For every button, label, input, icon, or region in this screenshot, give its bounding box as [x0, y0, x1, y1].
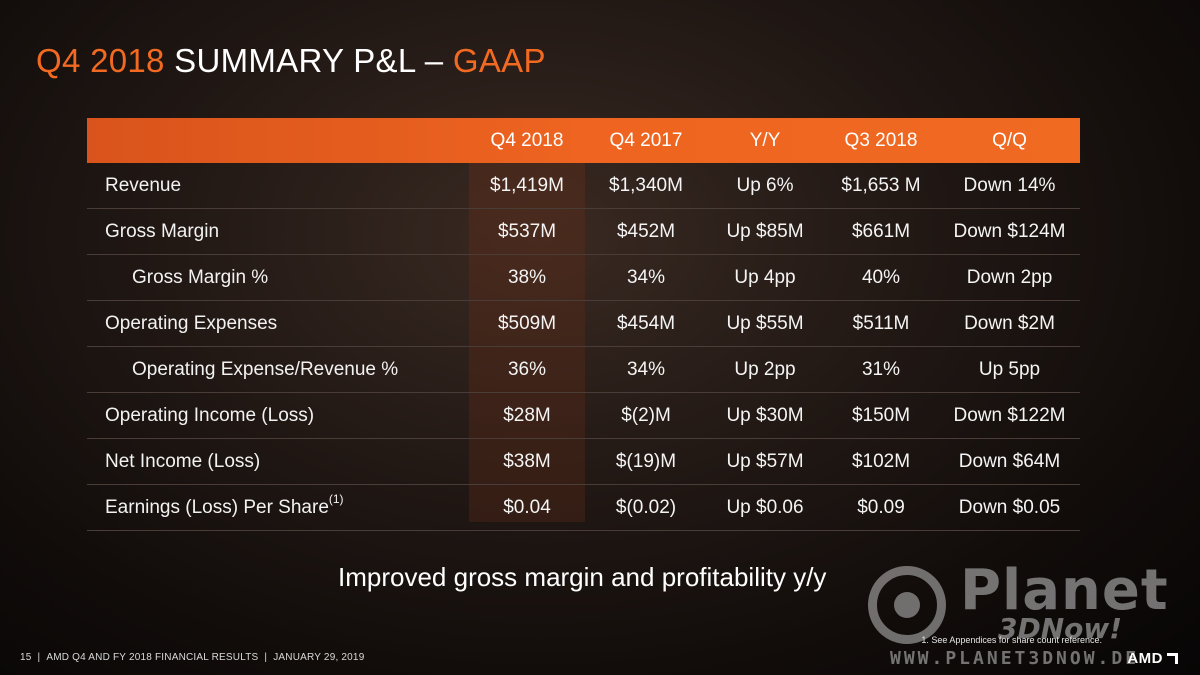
- footnote: 1. See Appendices for share count refere…: [921, 635, 1102, 645]
- footer-separator: |: [264, 652, 268, 663]
- cell-value: Up $30M: [726, 405, 804, 426]
- cell-value: $509M: [497, 313, 557, 334]
- row-label: Earnings (Loss) Per Share(1): [105, 485, 344, 530]
- row-label: Gross Margin %: [132, 267, 269, 288]
- row-label: Revenue: [105, 175, 182, 196]
- cell-value: $1,653 M: [841, 175, 921, 196]
- cell-value: Down $124M: [953, 221, 1066, 242]
- cell-value: $(2)M: [621, 405, 671, 426]
- cell-value: Up 5pp: [978, 359, 1041, 380]
- cell-value: 40%: [861, 267, 901, 288]
- watermark-url: WWW.PLANET3DNOW.DE: [890, 648, 1140, 669]
- header-q3-2018: Q3 2018: [844, 130, 918, 151]
- cell-value: 36%: [507, 359, 547, 380]
- table-row-operating-expenses: Operating Expenses $509M $454M Up $55M $…: [87, 301, 1080, 347]
- cell-value: $661M: [851, 221, 911, 242]
- cell-value: 31%: [861, 359, 901, 380]
- cell-value: 34%: [626, 359, 666, 380]
- cell-value: Down 14%: [963, 175, 1056, 196]
- cell-value: Up $0.06: [726, 497, 804, 518]
- cell-value: $102M: [851, 451, 911, 472]
- cell-value: Down $64M: [958, 451, 1061, 472]
- page-title: Q4 2018 SUMMARY P&L – GAAP: [36, 42, 546, 80]
- title-main: SUMMARY P&L –: [174, 42, 453, 79]
- cell-value: $511M: [852, 313, 910, 334]
- summary-tagline: Improved gross margin and profitability …: [338, 562, 827, 592]
- row-label-text: Earnings (Loss) Per Share: [105, 497, 329, 518]
- cell-value: Down $2M: [964, 313, 1055, 334]
- footnote-marker: (1): [328, 492, 344, 506]
- title-quarter: Q4 2018: [36, 42, 175, 79]
- cell-value: 34%: [626, 267, 666, 288]
- cell-value: $1,340M: [609, 175, 683, 196]
- footer-separator: |: [37, 652, 41, 663]
- cell-value: Up $57M: [726, 451, 804, 472]
- header-qq: Q/Q: [992, 130, 1027, 151]
- header-q4-2018: Q4 2018: [490, 130, 564, 151]
- cell-value: $(0.02): [615, 497, 677, 518]
- footer-title: AMD Q4 AND FY 2018 FINANCIAL RESULTS: [46, 652, 259, 663]
- cell-value: $537M: [497, 221, 557, 242]
- cell-value: $28M: [503, 405, 551, 426]
- table-row-opex-revenue-percent: Operating Expense/Revenue % 36% 34% Up 2…: [87, 347, 1080, 393]
- cell-value: $1,419M: [490, 175, 564, 196]
- row-label: Operating Income (Loss): [105, 405, 315, 426]
- row-label: Operating Expense/Revenue %: [132, 359, 399, 380]
- footer-date: JANUARY 29, 2019: [273, 652, 365, 663]
- row-label: Gross Margin: [105, 221, 220, 242]
- cell-value: Up 4pp: [734, 267, 796, 288]
- table-row-eps: Earnings (Loss) Per Share(1) $0.04 $(0.0…: [87, 485, 1080, 531]
- cell-value: $0.09: [857, 497, 905, 518]
- cell-value: $454M: [616, 313, 676, 334]
- slide-footer: 15 | AMD Q4 AND FY 2018 FINANCIAL RESULTS |…: [20, 652, 364, 663]
- table-row-gross-margin: Gross Margin $537M $452M Up $85M $661M D…: [87, 209, 1080, 255]
- cell-value: $150M: [851, 405, 911, 426]
- summary-pl-table: Q4 2018 Q4 2017 Y/Y Q3 2018 Q/Q Revenue …: [87, 118, 1080, 531]
- table-row-gross-margin-percent: Gross Margin % 38% 34% Up 4pp 40% Down 2…: [87, 255, 1080, 301]
- table-row-net-income: Net Income (Loss) $38M $(19)M Up $57M $1…: [87, 439, 1080, 485]
- title-basis: GAAP: [452, 42, 546, 79]
- page-number: 15: [20, 652, 32, 663]
- amd-logo: AMD: [1127, 650, 1178, 667]
- cell-value: $(19)M: [615, 451, 677, 472]
- row-label: Operating Expenses: [105, 313, 278, 334]
- table-row-operating-income: Operating Income (Loss) $28M $(2)M Up $3…: [87, 393, 1080, 439]
- cell-value: $38M: [503, 451, 551, 472]
- watermark-word: Planet: [960, 558, 1169, 623]
- cell-value: $0.04: [503, 497, 551, 518]
- cell-value: Up $55M: [726, 313, 804, 334]
- cell-value: Down $122M: [953, 405, 1066, 426]
- cell-value: Up 6%: [736, 175, 794, 196]
- table-row-revenue: Revenue $1,419M $1,340M Up 6% $1,653 M D…: [87, 163, 1080, 209]
- amd-arrow-icon: [1167, 653, 1178, 664]
- cell-value: Down 2pp: [966, 267, 1053, 288]
- cell-value: Up $85M: [726, 221, 804, 242]
- amd-logo-text: AMD: [1127, 650, 1163, 667]
- cell-value: $452M: [616, 221, 676, 242]
- planet-logo-icon: [868, 566, 946, 644]
- cell-value: Up 2pp: [734, 359, 796, 380]
- cell-value: Down $0.05: [958, 497, 1061, 518]
- header-q4-2017: Q4 2017: [609, 130, 683, 151]
- table-header-row: Q4 2018 Q4 2017 Y/Y Q3 2018 Q/Q: [87, 118, 1080, 163]
- header-yy: Y/Y: [749, 130, 781, 151]
- cell-value: 38%: [507, 267, 547, 288]
- row-label: Net Income (Loss): [105, 451, 261, 472]
